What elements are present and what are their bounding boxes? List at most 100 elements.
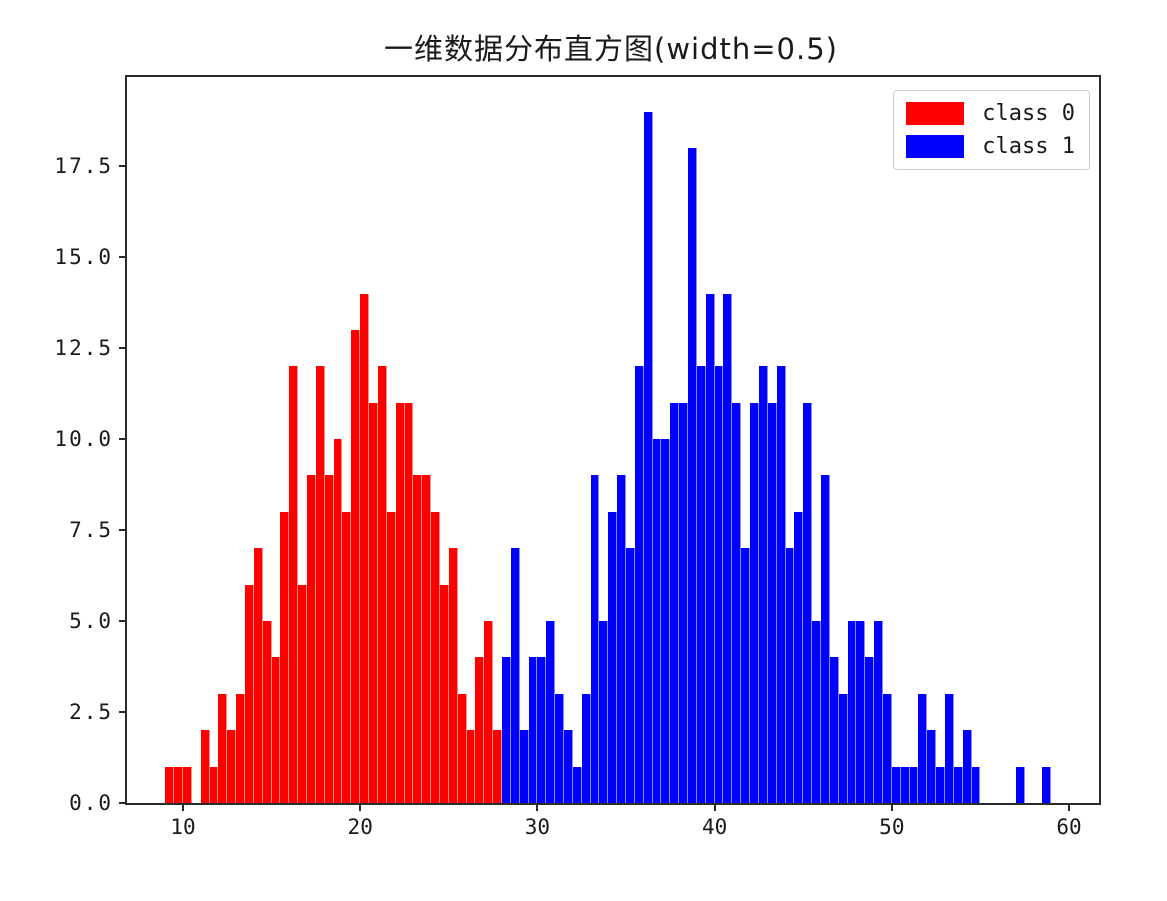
histogram-bar-class-0 bbox=[386, 511, 396, 803]
histogram-bar-class-0 bbox=[431, 511, 440, 803]
histogram-bar-class-1 bbox=[856, 621, 866, 803]
histogram-bar-class-1 bbox=[803, 402, 813, 803]
histogram-bar-class-0 bbox=[262, 621, 272, 803]
histogram-bar-class-1 bbox=[1015, 766, 1025, 803]
histogram-bar-class-1 bbox=[962, 730, 972, 803]
histogram-bar-class-0 bbox=[324, 475, 334, 803]
histogram-bar-class-0 bbox=[422, 475, 432, 803]
y-axis-tick-label: 10.0 bbox=[54, 427, 113, 452]
x-axis-tick-mark bbox=[890, 803, 893, 811]
histogram-bar-class-0 bbox=[395, 402, 405, 803]
histogram-bar-class-1 bbox=[528, 657, 538, 803]
y-axis-tick-label: 7.5 bbox=[69, 518, 113, 543]
histogram-bar-class-0 bbox=[289, 366, 299, 803]
y-axis-tick-mark bbox=[119, 256, 127, 259]
histogram-bar-class-1 bbox=[945, 693, 954, 803]
histogram-bar-class-0 bbox=[236, 693, 246, 803]
histogram-bar-class-0 bbox=[493, 730, 502, 803]
chart-title: 一维数据分布直方图(width=0.5) bbox=[384, 32, 838, 66]
histogram-bar-class-0 bbox=[439, 584, 449, 803]
histogram-bar-class-0 bbox=[298, 584, 308, 803]
histogram-bar-class-1 bbox=[750, 402, 759, 803]
histogram-bar-class-0 bbox=[377, 366, 387, 803]
histogram-bar-class-1 bbox=[714, 366, 724, 803]
histogram-bar-class-1 bbox=[501, 657, 511, 803]
histogram-bar-class-0 bbox=[245, 584, 254, 803]
histogram-bar-class-1 bbox=[812, 621, 821, 803]
histogram-bar-class-1 bbox=[546, 621, 556, 803]
histogram-bar-class-1 bbox=[572, 766, 582, 803]
histogram-bar-class-0 bbox=[307, 475, 316, 803]
histogram-bar-class-0 bbox=[404, 402, 414, 803]
y-axis-tick-label: 5.0 bbox=[69, 609, 113, 634]
histogram-bar-class-1 bbox=[679, 402, 689, 803]
histogram-bar-class-0 bbox=[271, 657, 281, 803]
histogram-bar-class-0 bbox=[475, 657, 485, 803]
histogram-bar-class-1 bbox=[741, 548, 751, 803]
histogram-bar-class-1 bbox=[882, 693, 892, 803]
y-axis-tick-mark bbox=[119, 802, 127, 804]
histogram-bar-class-1 bbox=[794, 511, 804, 803]
histogram-bar-class-1 bbox=[661, 439, 671, 803]
histogram-bar-class-0 bbox=[200, 730, 210, 803]
x-axis-tick-mark bbox=[1068, 803, 1071, 811]
x-axis-tick-mark bbox=[359, 803, 362, 811]
histogram-bar-class-1 bbox=[927, 730, 937, 803]
x-axis-tick-label: 50 bbox=[879, 815, 905, 839]
histogram-bar-class-1 bbox=[688, 147, 697, 803]
histogram-bar-class-1 bbox=[785, 548, 795, 803]
histogram-bar-class-1 bbox=[581, 693, 591, 803]
y-axis-tick-label: 15.0 bbox=[54, 245, 113, 270]
histogram-bar-class-1 bbox=[820, 475, 830, 803]
histogram-bar-class-1 bbox=[599, 621, 609, 803]
y-axis-tick-mark bbox=[119, 347, 127, 350]
histogram-bar-class-0 bbox=[227, 730, 237, 803]
x-axis-tick-label: 40 bbox=[701, 815, 728, 839]
x-axis-tick-mark bbox=[536, 803, 539, 811]
histogram-bar-class-1 bbox=[564, 730, 573, 803]
y-axis-tick-mark bbox=[119, 711, 127, 714]
histogram-bar-class-0 bbox=[448, 548, 458, 803]
histogram-bar-class-0 bbox=[466, 730, 476, 803]
histogram-bar-class-0 bbox=[165, 766, 175, 803]
histogram-bar-class-1 bbox=[953, 766, 963, 803]
histogram-bar-class-1 bbox=[652, 439, 662, 803]
histogram-bar-class-0 bbox=[360, 293, 370, 803]
histogram-bar-class-1 bbox=[555, 693, 564, 803]
histogram-bar-class-1 bbox=[758, 366, 768, 803]
histogram-bar-class-0 bbox=[484, 621, 494, 803]
histogram-bar-class-1 bbox=[767, 402, 777, 803]
histogram-bar-class-0 bbox=[351, 329, 361, 803]
histogram-bar-class-1 bbox=[626, 548, 635, 803]
legend-swatch-class-1 bbox=[906, 135, 965, 158]
y-axis-tick-mark bbox=[119, 529, 127, 532]
histogram-bar-class-0 bbox=[315, 366, 325, 803]
histogram-bar-class-1 bbox=[634, 366, 644, 803]
histogram-bar-class-0 bbox=[280, 511, 290, 803]
histogram-bar-class-1 bbox=[537, 657, 547, 803]
legend-swatch-class-0 bbox=[906, 102, 965, 125]
histogram-bar-class-1 bbox=[670, 402, 680, 803]
x-axis-tick-label: 10 bbox=[170, 815, 196, 839]
histogram-bar-class-1 bbox=[900, 766, 910, 803]
x-axis-tick-label: 30 bbox=[524, 815, 551, 839]
histogram-bar-class-1 bbox=[918, 693, 928, 803]
y-axis-tick-mark bbox=[119, 438, 127, 441]
histogram-bar-class-1 bbox=[776, 366, 786, 803]
histogram-bar-class-1 bbox=[936, 766, 945, 803]
histogram-bar-class-1 bbox=[909, 766, 919, 803]
histogram-bar-class-1 bbox=[519, 730, 529, 803]
y-axis-tick-label: 2.5 bbox=[69, 700, 113, 725]
legend-label-class-1: class 1 bbox=[982, 134, 1075, 159]
histogram-bar-class-1 bbox=[838, 693, 848, 803]
histogram-bar-class-1 bbox=[874, 621, 883, 803]
histogram-bar-class-1 bbox=[608, 511, 618, 803]
y-axis-tick-mark bbox=[119, 620, 127, 623]
histogram-bar-class-0 bbox=[369, 402, 378, 803]
y-axis-tick-mark bbox=[119, 165, 127, 168]
x-axis-tick-mark bbox=[713, 803, 716, 811]
histogram-bar-class-0 bbox=[413, 475, 423, 803]
x-axis-tick-label: 60 bbox=[1056, 815, 1082, 839]
legend-item-class-0: class 0 bbox=[906, 101, 1075, 126]
